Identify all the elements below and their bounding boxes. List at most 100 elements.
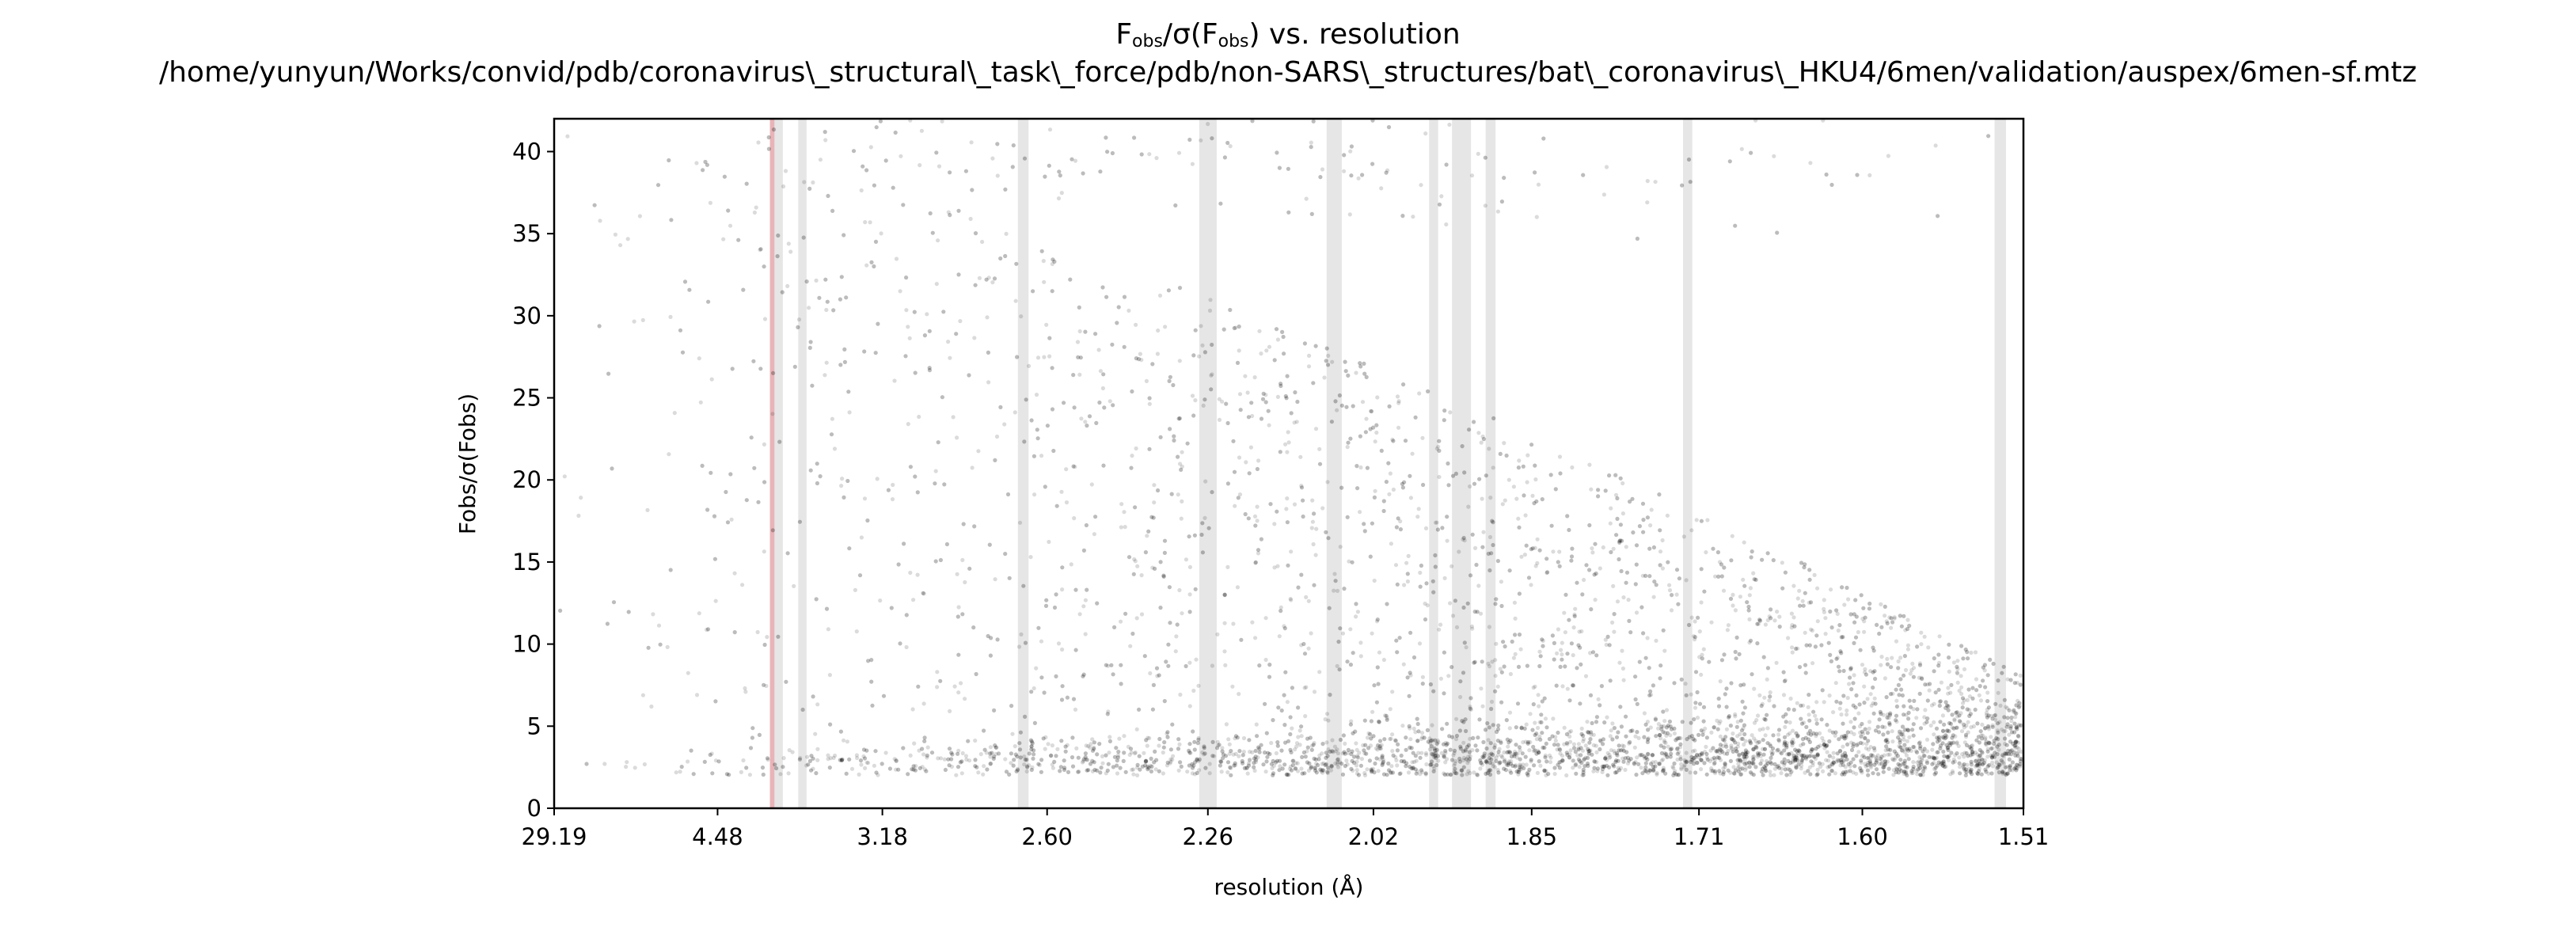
data-point bbox=[1947, 669, 1951, 674]
data-point bbox=[1416, 729, 1421, 734]
data-point bbox=[1885, 737, 1890, 742]
data-point bbox=[1354, 464, 1359, 469]
data-point bbox=[1497, 761, 1502, 766]
data-point bbox=[1339, 762, 1344, 766]
data-point bbox=[1884, 744, 1889, 749]
data-point bbox=[1955, 659, 1960, 663]
data-point bbox=[826, 627, 830, 632]
data-point bbox=[2016, 750, 2020, 754]
data-point bbox=[1994, 760, 1999, 765]
data-point bbox=[1109, 663, 1114, 667]
data-point bbox=[1423, 526, 1429, 531]
data-point bbox=[1369, 719, 1373, 724]
data-point bbox=[920, 747, 925, 751]
data-point bbox=[1745, 750, 1750, 754]
data-point bbox=[1493, 674, 1498, 678]
data-point bbox=[1354, 768, 1359, 773]
data-point bbox=[842, 347, 847, 351]
data-point bbox=[1363, 430, 1368, 435]
data-point bbox=[1210, 136, 1214, 141]
data-point bbox=[1977, 693, 1981, 697]
data-point bbox=[1749, 150, 1753, 155]
data-point bbox=[1667, 583, 1672, 587]
data-point bbox=[1081, 604, 1086, 609]
data-point bbox=[1741, 726, 1746, 731]
data-point bbox=[1355, 486, 1360, 491]
data-point bbox=[1567, 617, 1571, 622]
data-point bbox=[866, 761, 871, 766]
data-point bbox=[1528, 712, 1533, 716]
data-point bbox=[1898, 614, 1902, 618]
data-point bbox=[1499, 739, 1503, 744]
data-point bbox=[868, 145, 873, 150]
data-point bbox=[1282, 762, 1287, 767]
data-point bbox=[1305, 736, 1310, 741]
data-point bbox=[1577, 629, 1582, 634]
data-point bbox=[1418, 570, 1423, 576]
data-point bbox=[1596, 488, 1601, 492]
data-point bbox=[1102, 405, 1107, 410]
data-point bbox=[1184, 557, 1188, 562]
data-point bbox=[1807, 739, 1812, 745]
data-point bbox=[701, 168, 705, 173]
data-point bbox=[1924, 720, 1929, 724]
data-point bbox=[1765, 758, 1769, 764]
data-point bbox=[1579, 753, 1583, 758]
data-point bbox=[1142, 750, 1146, 755]
data-point bbox=[1493, 689, 1498, 693]
data-point bbox=[1519, 554, 1524, 559]
data-point bbox=[1623, 767, 1628, 773]
data-point bbox=[1609, 549, 1613, 555]
data-point bbox=[682, 279, 688, 284]
data-point bbox=[1237, 749, 1242, 754]
data-point bbox=[1465, 772, 1469, 777]
data-point bbox=[1914, 750, 1920, 755]
data-point bbox=[649, 704, 654, 709]
data-point bbox=[1682, 763, 1687, 768]
data-point bbox=[1807, 765, 1812, 769]
data-point bbox=[1936, 214, 1940, 218]
data-point bbox=[1440, 727, 1445, 731]
data-point bbox=[1372, 578, 1377, 583]
data-point bbox=[1868, 765, 1873, 770]
data-point bbox=[1263, 769, 1268, 774]
data-point bbox=[956, 652, 961, 657]
data-point bbox=[1323, 717, 1328, 722]
data-point bbox=[1671, 766, 1676, 770]
data-point bbox=[1791, 737, 1795, 742]
data-point bbox=[1163, 325, 1168, 329]
data-point bbox=[1932, 656, 1936, 661]
data-point bbox=[993, 458, 997, 463]
data-point bbox=[1506, 750, 1511, 754]
data-point bbox=[1180, 450, 1184, 454]
chart-subtitle: /home/yunyun/Works/convid/pdb/coronaviru… bbox=[158, 56, 2418, 89]
data-point bbox=[689, 748, 693, 753]
data-point bbox=[1688, 770, 1693, 775]
data-point bbox=[1448, 601, 1453, 606]
data-point bbox=[1085, 424, 1089, 428]
data-point bbox=[1992, 713, 1997, 718]
data-point bbox=[1795, 750, 1800, 756]
data-point bbox=[1886, 752, 1890, 757]
data-point bbox=[1241, 761, 1245, 766]
data-point bbox=[1862, 684, 1867, 689]
data-point bbox=[1854, 693, 1859, 698]
data-point bbox=[1431, 769, 1436, 773]
data-point bbox=[1737, 652, 1742, 657]
data-point bbox=[1717, 769, 1722, 773]
data-point bbox=[1940, 729, 1945, 734]
data-point bbox=[1596, 697, 1601, 701]
data-point bbox=[1466, 504, 1471, 509]
data-point bbox=[1293, 390, 1297, 395]
data-point bbox=[1747, 760, 1752, 765]
data-point bbox=[1292, 420, 1297, 425]
data-point bbox=[1275, 337, 1280, 342]
data-point bbox=[1228, 765, 1233, 770]
data-point bbox=[2016, 763, 2021, 768]
data-point bbox=[1739, 728, 1745, 733]
data-point bbox=[1504, 762, 1509, 767]
data-point bbox=[847, 546, 852, 551]
data-point bbox=[1911, 722, 1916, 727]
data-point bbox=[1639, 766, 1643, 770]
data-point bbox=[1318, 175, 1323, 180]
